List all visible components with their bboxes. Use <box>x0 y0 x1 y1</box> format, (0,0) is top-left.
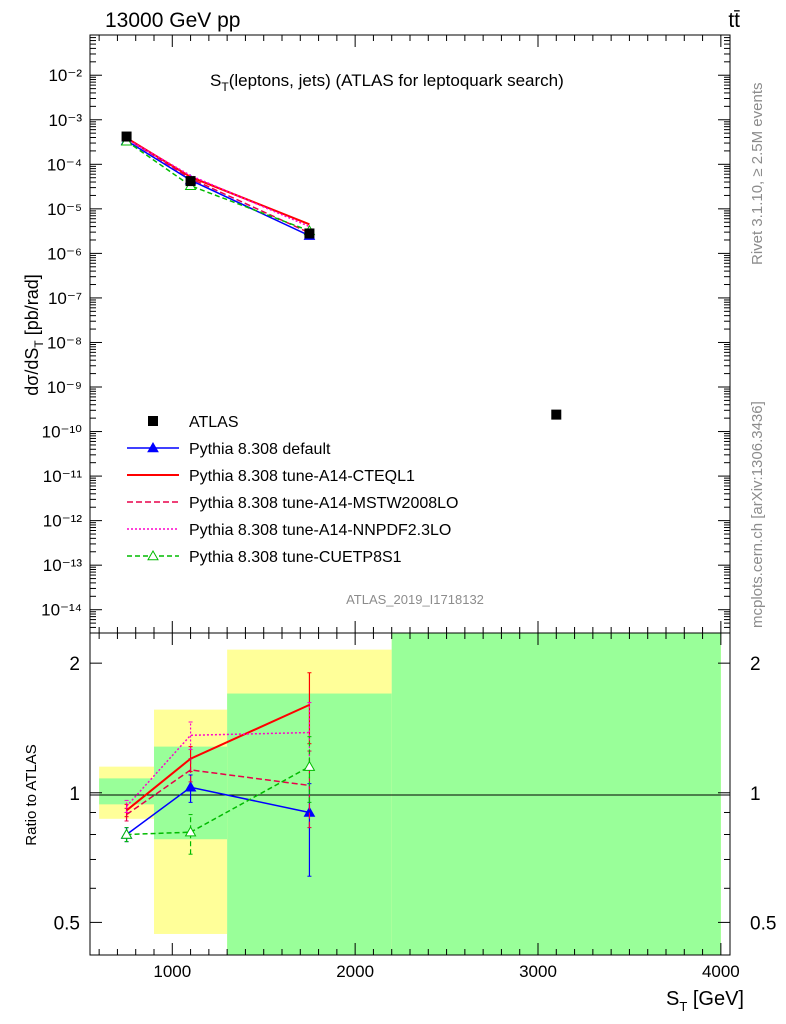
stat-uncertainty-band <box>391 633 721 955</box>
y-tick-label: 10⁻⁷ <box>48 289 82 308</box>
series-marker <box>147 441 159 453</box>
process-label: tt̄ <box>728 9 740 32</box>
data-point <box>185 176 196 187</box>
y-tick-label: 10⁻⁶ <box>47 244 82 263</box>
y-tick-label: 10⁻¹³ <box>43 556 83 575</box>
main-y-axis: 10⁻¹⁴ 10⁻¹³ 10⁻¹² 10⁻¹¹ 10⁻¹⁰ 10⁻⁹ 10⁻⁸ 10⁻⁷ 10⁻… <box>41 34 730 634</box>
x-axis-label: ST [GeV] <box>666 988 744 1014</box>
ratio-line <box>126 769 310 816</box>
y-tick-label: 10⁻¹⁴ <box>41 601 82 620</box>
y-tick-label: 10⁻⁸ <box>47 333 82 352</box>
x-tick-label: 1000 <box>153 962 191 981</box>
x-tick-label: 4000 <box>702 962 740 981</box>
ratio-y-tick-label-right: 2 <box>750 654 761 675</box>
main-y-label: dσ/dST [pb/rad] <box>22 274 46 396</box>
series-marker <box>184 781 197 792</box>
ratio-y-tick-label-right: 1 <box>750 784 761 805</box>
data-point <box>304 228 315 239</box>
main-series <box>120 134 316 240</box>
legend: ATLAS Pythia 8.308 default Pythia 8.308 tu… <box>127 414 458 566</box>
legend-label: Pythia 8.308 tune-A14-MSTW2008LO <box>189 495 458 512</box>
y-tick-label: 10⁻¹² <box>43 512 83 531</box>
ratio-y-label: Ratio to ATLAS <box>23 744 40 845</box>
y-tick-label: 10⁻¹¹ <box>43 467 83 486</box>
series-line <box>126 140 310 232</box>
ratio-y-tick-label: 2 <box>69 654 80 675</box>
legend-marker <box>148 416 158 426</box>
rivet-label: Rivet 3.1.10, ≥ 2.5M events <box>749 83 766 266</box>
legend-label: Pythia 8.308 tune-A14-NNPDF2.3LO <box>189 522 451 539</box>
mcplots-label: mcplots.cern.ch [arXiv:1306.3436] <box>749 401 766 628</box>
y-tick-label: 10⁻² <box>48 66 82 85</box>
series-marker <box>184 826 197 837</box>
x-tick-label: 2000 <box>336 962 374 981</box>
ratio-series <box>120 672 316 877</box>
x-tick-label: 3000 <box>519 962 557 981</box>
ratio-y-tick-label: 0.5 <box>54 913 80 934</box>
y-tick-label: 10⁻³ <box>48 111 82 130</box>
ratio-panel: 0.5 0.5 1 1 2 2 1000 2000 3000 4000 Ratio to ATL… <box>23 632 777 1014</box>
main-frame <box>89 34 731 634</box>
legend-label: Pythia 8.308 tune-CUETP8S1 <box>189 549 402 566</box>
series-marker <box>303 760 316 771</box>
analysis-label: ATLAS_2019_I1718132 <box>346 592 484 607</box>
ratio-y-axis: 0.5 0.5 1 1 2 2 <box>54 654 777 934</box>
y-tick-label: 10⁻⁹ <box>47 378 82 397</box>
y-tick-label: 10⁻⁴ <box>47 155 82 174</box>
energy-label: 13000 GeV pp <box>105 9 240 32</box>
main-x-ticks <box>98 35 722 633</box>
main-panel: 10⁻¹⁴ 10⁻¹³ 10⁻¹² 10⁻¹¹ 10⁻¹⁰ 10⁻⁹ 10⁻⁸ 10⁻⁷ 10⁻… <box>22 34 731 634</box>
y-tick-label: 10⁻¹⁰ <box>42 423 83 442</box>
ratio-y-tick-label-right: 0.5 <box>750 913 776 934</box>
main-title: ST(leptons, jets) (ATLAS for leptoquark … <box>210 71 564 94</box>
y-tick-label: 10⁻⁵ <box>47 200 82 219</box>
series-marker <box>120 828 133 839</box>
series-line <box>126 138 310 228</box>
ratio-x-axis: 1000 2000 3000 4000 <box>98 633 740 981</box>
legend-label: Pythia 8.308 default <box>189 441 331 458</box>
atlas-data-points <box>121 131 562 420</box>
series-line <box>126 137 310 226</box>
data-point <box>551 409 562 420</box>
series-marker <box>147 549 159 561</box>
uncertainty-bands <box>99 633 721 955</box>
series-line <box>126 137 310 234</box>
ratio-y-tick-label: 1 <box>69 784 80 805</box>
data-point <box>121 131 132 142</box>
legend-label: ATLAS <box>189 414 239 431</box>
legend-label: Pythia 8.308 tune-A14-CTEQL1 <box>189 468 415 485</box>
